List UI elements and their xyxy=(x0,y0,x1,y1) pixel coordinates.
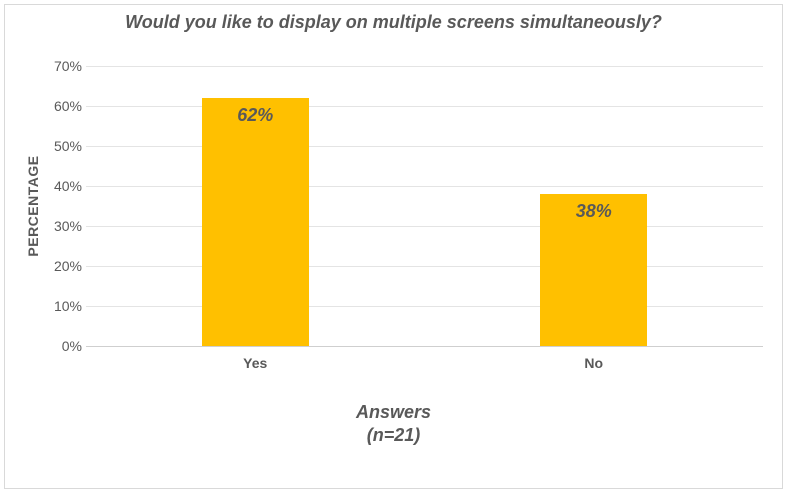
gridline xyxy=(86,106,763,107)
bar-value-label-yes: 62% xyxy=(237,105,274,125)
y-tick-label: 50% xyxy=(53,138,82,154)
y-tick-label: 10% xyxy=(53,298,82,314)
y-axis-title: PERCENTAGE xyxy=(25,155,41,257)
gridline xyxy=(86,266,763,267)
bar-yes[interactable]: 62% xyxy=(201,98,309,346)
gridline xyxy=(86,66,763,67)
x-axis-title-line1: Answers xyxy=(355,402,432,422)
gridline xyxy=(86,306,763,307)
y-tick-label: 40% xyxy=(53,178,82,194)
bar-value-label-no: 38% xyxy=(575,201,612,221)
chart-title: Would you like to display on multiple sc… xyxy=(125,12,662,32)
x-tick-label-yes: Yes xyxy=(243,355,268,371)
gridline xyxy=(86,226,763,227)
y-tick-label: 0% xyxy=(61,338,82,354)
x-axis-title: Answers (n=21) xyxy=(0,401,787,447)
bar-no[interactable]: 38% xyxy=(540,194,648,346)
gridline xyxy=(86,146,763,147)
y-tick-label: 30% xyxy=(53,218,82,234)
y-tick-label: 70% xyxy=(53,58,82,74)
x-axis-line xyxy=(86,346,763,347)
y-tick-label: 60% xyxy=(53,98,82,114)
gridline xyxy=(86,186,763,187)
x-tick-label-no: No xyxy=(584,355,604,371)
x-axis-title-line2: (n=21) xyxy=(366,425,421,445)
y-tick-label: 20% xyxy=(53,258,82,274)
